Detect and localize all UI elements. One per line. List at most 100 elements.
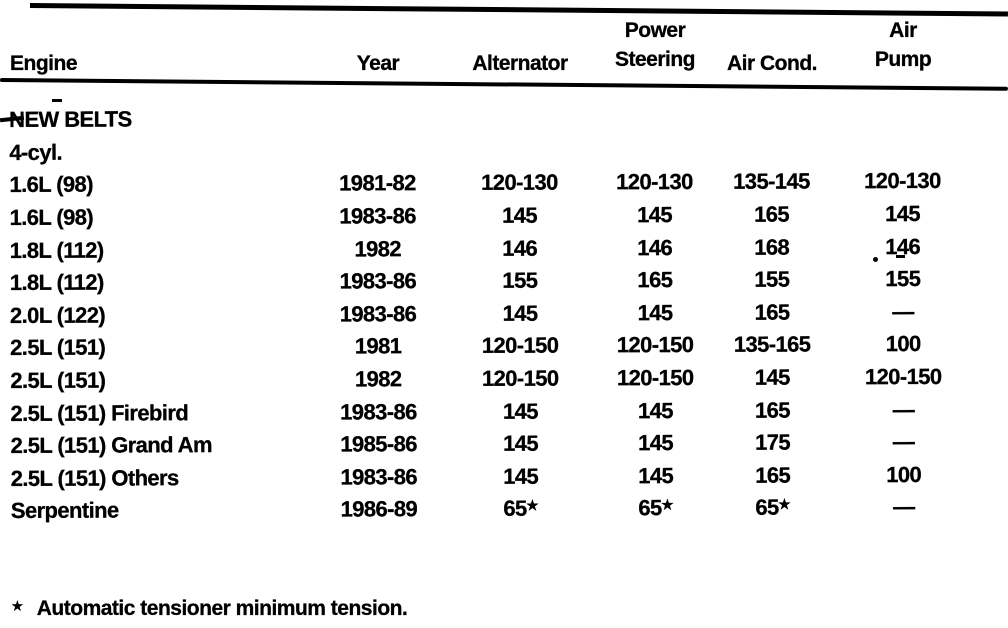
air-pump-cell: 120-150: [864, 363, 942, 390]
engine-cell: 1.6L (98): [9, 204, 94, 231]
power-steering-cell: 120-150: [616, 365, 694, 391]
scan-artifact-dash: [896, 255, 905, 258]
table-row: 2.5L (151) 1982 120-150 120-150 145 120-…: [0, 360, 1008, 397]
air-pump-cell: —: [893, 494, 915, 520]
air-cond-cell: 135-145: [733, 168, 810, 195]
footnote-text: Automatic tensioner minimum tension.: [36, 597, 408, 620]
column-header-power-steering: Power Steering: [596, 17, 714, 76]
column-header-air-cond: Air Cond.: [727, 52, 818, 75]
section-row: NEW BELTS: [0, 100, 1007, 137]
power-steering-cell: 165: [637, 267, 673, 293]
alternator-cell: 120-130: [481, 170, 558, 196]
alternator-cell: 146: [502, 235, 538, 261]
power-steering-cell: 145: [637, 202, 673, 228]
alternator-cell: 155: [502, 267, 538, 294]
starred-value: 65: [638, 495, 662, 521]
air-pump-cell: —: [892, 298, 914, 324]
alternator-cell: 65★: [445, 496, 597, 523]
engine-cell: 2.5L (151) Others: [10, 465, 179, 491]
air-cond-cell: 135-165: [733, 331, 811, 358]
air-cond-cell: 175: [755, 429, 791, 455]
year-cell: 1983-86: [339, 203, 416, 229]
power-steering-cell: 145: [637, 397, 673, 423]
table-row: 1.8L (112) 1982 146 146 168 146: [0, 230, 1008, 267]
table-header-row: Engine Year Alternator Power Steering Ai…: [0, 8, 1008, 76]
year-cell: 1986-89: [340, 496, 418, 522]
air-pump-cell: —: [892, 429, 915, 455]
engine-cell: Serpentine: [10, 497, 119, 524]
engine-cell: 2.5L (151): [10, 367, 106, 394]
column-header-air-pump: Air Pump: [830, 17, 976, 76]
air-cond-cell: 155: [754, 266, 790, 292]
alternator-cell: 145: [502, 202, 538, 228]
air-pump-cell: 155: [885, 266, 921, 292]
column-header-engine: Engine: [10, 52, 78, 75]
air-pump-cell: 100: [885, 331, 921, 357]
power-steering-cell: 145: [638, 430, 674, 456]
air-pump-cell: 100: [886, 461, 922, 487]
alternator-cell: 120-150: [481, 333, 559, 359]
alternator-cell: 120-150: [481, 365, 559, 391]
subsection-label: 4-cyl.: [9, 139, 63, 165]
engine-cell: 1.6L (98): [9, 172, 93, 198]
engine-cell: 1.8L (112): [9, 237, 104, 263]
year-cell: 1981-82: [339, 170, 416, 197]
power-steering-cell: 146: [637, 234, 673, 260]
header-line-steering: Steering: [614, 47, 696, 71]
power-steering-cell: 120-130: [616, 169, 693, 195]
air-cond-cell: 165: [754, 201, 790, 227]
alternator-cell: 145: [502, 398, 538, 424]
air-cond-cell: 65★: [715, 495, 831, 522]
air-cond-cell: 145: [754, 364, 790, 390]
engine-cell: 2.0L (122): [9, 302, 106, 328]
subsection-row: 4-cyl.: [0, 132, 1007, 169]
table-row: 2.5L (151) 1981 120-150 120-150 135-165 …: [0, 328, 1008, 365]
header-line-power: Power: [624, 19, 686, 43]
engine-cell: 2.5L (151): [10, 334, 106, 361]
table-row-serpentine: Serpentine 1986-89 65★ 65★ 65★ —: [1, 491, 1008, 528]
power-steering-cell: 65★: [597, 495, 715, 522]
star-marker-icon: ★: [778, 496, 791, 513]
air-pump-cell: —: [892, 396, 915, 422]
starred-value: 65: [755, 495, 779, 521]
header-line-air: Air: [889, 19, 917, 43]
engine-cell: 1.8L (112): [9, 269, 104, 296]
header-divider-rule: [0, 78, 1008, 91]
air-pump-cell: 145: [885, 201, 921, 227]
air-pump-cell: 120-130: [864, 168, 941, 194]
air-cond-cell: 165: [755, 462, 791, 488]
section-label: NEW BELTS: [9, 106, 132, 133]
power-steering-cell: 120-150: [616, 332, 694, 358]
table-row: 2.5L (151) Grand Am 1985-86 145 145 175 …: [0, 426, 1008, 463]
table-row: 1.8L (112) 1983-86 155 165 155 155: [0, 263, 1008, 300]
air-cond-cell: 165: [754, 397, 790, 423]
star-marker-icon: ★: [661, 497, 674, 513]
alternator-cell: 145: [503, 430, 539, 457]
table-row: 2.5L (151) Others 1983-86 145 145 165 10…: [1, 458, 1008, 495]
scan-artifact-dot: [873, 257, 878, 262]
alternator-cell: 145: [503, 463, 539, 489]
air-cond-cell: 168: [754, 234, 790, 260]
table-row: 2.5L (151) Firebird 1983-86 145 145 165 …: [0, 393, 1008, 430]
year-cell: 1983-86: [339, 301, 417, 327]
year-cell: 1981: [354, 333, 402, 360]
scan-artifact-tick: [52, 99, 62, 102]
year-cell: 1982: [354, 235, 402, 262]
table-body: NEW BELTS 4-cyl. 1.6L (98) 1981-82 120-1…: [0, 100, 1008, 528]
power-steering-cell: 145: [638, 462, 674, 489]
header-line-pump: Pump: [874, 47, 932, 71]
column-header-year: Year: [356, 52, 400, 75]
engine-cell: 2.5L (151) Grand Am: [10, 432, 212, 459]
engine-cell: 2.5L (151) Firebird: [10, 399, 189, 426]
footnote-star-marker-icon: ★: [12, 599, 23, 613]
year-cell: 1983-86: [340, 464, 418, 490]
column-header-alternator: Alternator: [472, 52, 568, 75]
table-row: 2.0L (122) 1983-86 145 145 165 —: [0, 295, 1008, 332]
starred-value: 65: [503, 496, 527, 522]
alternator-cell: 145: [502, 300, 538, 326]
footnote: ★ Automatic tensioner minimum tension.: [12, 597, 912, 621]
table-row: 1.6L (98) 1983-86 145 145 165 145: [0, 197, 1008, 234]
table-row: 1.6L (98) 1981-82 120-130 120-130 135-14…: [0, 165, 1007, 202]
power-steering-cell: 145: [637, 299, 673, 326]
